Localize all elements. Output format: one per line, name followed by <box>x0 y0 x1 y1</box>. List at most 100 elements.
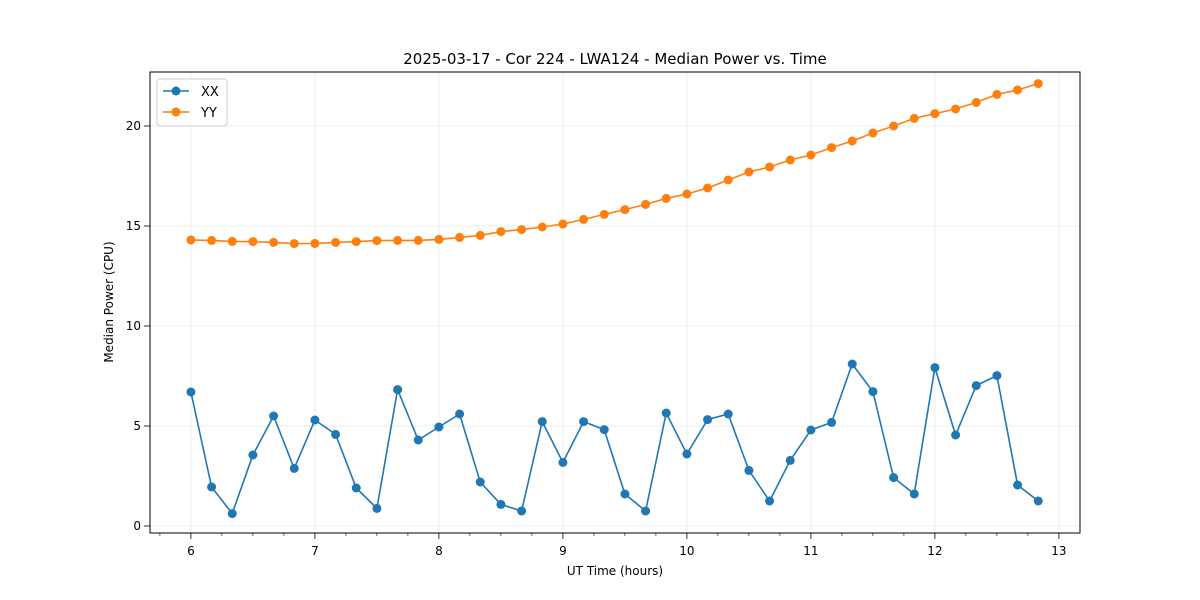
data-point-yy <box>723 175 733 185</box>
data-point-xx <box>372 503 382 513</box>
y-axis-label: Median Power (CPU) <box>102 241 116 362</box>
data-point-xx <box>992 371 1002 381</box>
data-point-yy <box>682 189 692 199</box>
data-point-yy <box>1013 85 1023 95</box>
data-point-yy <box>703 183 713 193</box>
data-point-xx <box>951 430 961 440</box>
x-tick-label-7: 7 <box>311 544 319 558</box>
data-point-yy <box>537 222 547 232</box>
x-tick-label-9: 9 <box>559 544 567 558</box>
data-point-xx <box>269 411 279 421</box>
legend-label-xx: XX <box>201 85 219 100</box>
x-tick-label-6: 6 <box>187 544 195 558</box>
data-point-yy <box>455 232 465 242</box>
x-tick-label-8: 8 <box>435 544 443 558</box>
data-point-yy <box>971 97 981 107</box>
data-point-xx <box>930 363 940 373</box>
data-point-yy <box>227 236 237 246</box>
y-tick-label-10: 10 <box>126 319 141 333</box>
data-point-xx <box>723 409 733 419</box>
data-point-yy <box>393 235 403 245</box>
x-axis-label: UT Time (hours) <box>567 564 663 578</box>
data-point-yy <box>289 239 299 249</box>
legend: XX YY <box>156 78 228 127</box>
data-point-xx <box>537 417 547 427</box>
data-point-xx <box>289 463 299 473</box>
x-axis: 6 7 8 9 10 11 12 13 <box>159 533 1067 558</box>
data-point-xx <box>496 499 506 509</box>
x-tick-label-12: 12 <box>927 544 942 558</box>
data-point-xx <box>1013 480 1023 490</box>
data-point-xx <box>331 429 341 439</box>
data-point-yy <box>517 225 527 235</box>
data-point-yy <box>992 89 1002 99</box>
data-point-xx <box>744 465 754 475</box>
data-point-yy <box>351 237 361 247</box>
data-point-yy <box>599 209 609 219</box>
y-tick-label-0: 0 <box>133 519 141 533</box>
data-point-xx <box>806 425 816 435</box>
data-point-yy <box>331 237 341 247</box>
y-tick-label-15: 15 <box>126 219 141 233</box>
y-axis: 0 5 10 15 20 <box>126 119 150 533</box>
data-point-yy <box>434 234 444 244</box>
chart-title: 2025-03-17 - Cor 224 - LWA124 - Median P… <box>403 50 827 68</box>
data-point-xx <box>847 359 857 369</box>
data-point-xx <box>661 408 671 418</box>
x-tick-label-10: 10 <box>679 544 694 558</box>
data-point-xx <box>620 489 630 499</box>
data-point-yy <box>269 237 279 247</box>
data-point-xx <box>1033 496 1043 506</box>
data-point-xx <box>682 449 692 459</box>
data-point-yy <box>827 143 837 153</box>
legend-label-yy: YY <box>200 106 217 121</box>
data-point-xx <box>248 450 258 460</box>
data-point-xx <box>785 455 795 465</box>
data-point-yy <box>806 150 816 160</box>
data-point-xx <box>434 422 444 432</box>
data-point-xx <box>455 409 465 419</box>
data-point-xx <box>227 509 237 519</box>
data-point-yy <box>1033 79 1043 89</box>
data-point-xx <box>351 483 361 493</box>
data-point-xx <box>413 435 423 445</box>
data-point-xx <box>579 417 589 427</box>
legend-marker-xx <box>171 86 181 96</box>
data-point-xx <box>599 425 609 435</box>
data-point-yy <box>579 214 589 224</box>
data-point-yy <box>930 109 940 119</box>
data-point-yy <box>951 104 961 114</box>
data-point-xx <box>310 415 320 425</box>
data-point-xx <box>393 385 403 395</box>
data-point-yy <box>372 236 382 246</box>
data-point-yy <box>868 128 878 138</box>
data-point-yy <box>889 121 899 131</box>
plot-frame <box>149 71 1081 534</box>
data-point-yy <box>207 235 217 245</box>
data-point-yy <box>661 193 671 203</box>
data-point-xx <box>827 417 837 427</box>
data-point-xx <box>558 457 568 467</box>
data-point-yy <box>310 238 320 248</box>
data-point-xx <box>909 489 919 499</box>
data-point-yy <box>558 219 568 229</box>
data-point-xx <box>475 477 485 487</box>
data-point-yy <box>620 205 630 215</box>
data-point-xx <box>703 415 713 425</box>
data-point-yy <box>909 113 919 123</box>
data-point-xx <box>517 506 527 516</box>
data-point-xx <box>971 381 981 391</box>
data-point-yy <box>785 155 795 165</box>
data-point-yy <box>641 199 651 209</box>
data-point-xx <box>868 387 878 397</box>
data-point-xx <box>765 496 775 506</box>
x-tick-label-11: 11 <box>803 544 818 558</box>
data-point-yy <box>186 235 196 245</box>
data-point-xx <box>641 506 651 516</box>
series-layer <box>186 79 1043 519</box>
data-point-yy <box>475 230 485 240</box>
x-tick-label-13: 13 <box>1051 544 1066 558</box>
data-point-xx <box>889 473 899 483</box>
legend-marker-yy <box>171 107 181 117</box>
